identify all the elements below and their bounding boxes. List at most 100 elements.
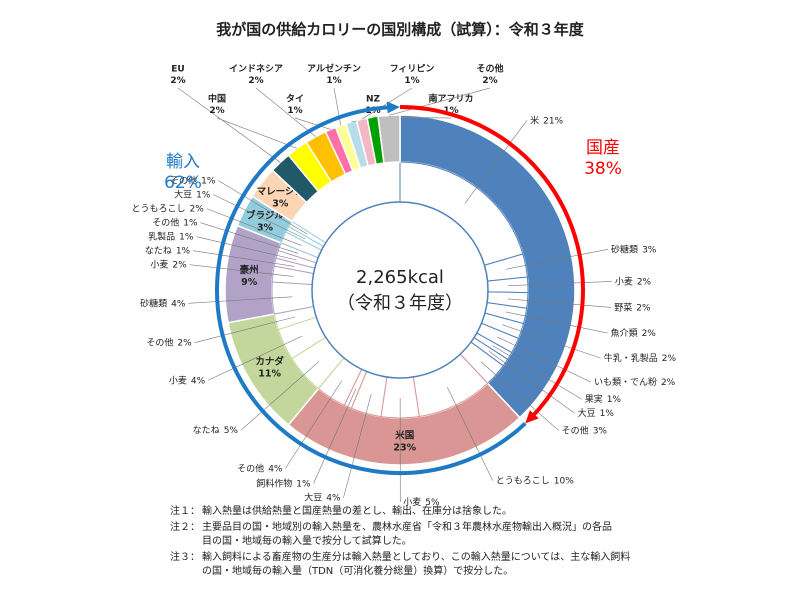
item-value: 3% <box>642 245 657 255</box>
item-value: 21% <box>543 116 563 126</box>
item-value: 2% <box>172 260 187 270</box>
item-name: その他 <box>237 462 264 474</box>
leader-line <box>502 324 601 359</box>
leader-line <box>492 345 582 400</box>
leader-line <box>177 87 281 163</box>
item-value: 1% <box>183 218 198 228</box>
center-text: （令和３年度） <box>337 293 463 314</box>
item-name: なたね <box>193 425 220 436</box>
item-name: 米 <box>530 114 539 126</box>
item-name: その他 <box>170 174 197 186</box>
item-label: とうもろこし 2% <box>131 203 204 214</box>
country-label-value: 1% <box>443 105 458 115</box>
country-label-name: ブラジル <box>246 209 284 221</box>
country-label-name: NZ <box>366 94 381 104</box>
leader-line <box>361 87 413 120</box>
note-text: 輸入熱量は供給熱量と国産熱量の差とし、輸出、在庫分は捨象した。 <box>202 504 512 517</box>
item-label: 飼料作物 1% <box>256 477 311 489</box>
item-label: 米 21% <box>530 114 563 126</box>
item-label: 砂糖類 3% <box>611 243 657 255</box>
item-value: 1% <box>196 190 211 200</box>
item-label: 大豆 1% <box>578 407 615 419</box>
item-value: 2% <box>661 378 676 388</box>
item-label: 小麦 2% <box>150 258 187 270</box>
leader-line <box>216 117 298 149</box>
item-label: 大豆 4% <box>304 491 341 503</box>
item-name: 小麦 <box>169 374 187 386</box>
leader-line <box>388 87 491 116</box>
item-name: 魚介類 <box>611 327 638 339</box>
item-name: その他 <box>146 336 173 348</box>
leader-line <box>505 311 608 334</box>
item-label: なたね 5% <box>193 425 239 436</box>
item-name: 砂糖類 <box>611 243 638 255</box>
item-value: 1% <box>607 395 622 405</box>
country-label: アルゼンチン 1% <box>307 62 361 85</box>
leader-line <box>196 236 297 261</box>
country-label-name: 南アフリカ <box>428 92 473 104</box>
item-value: 5% <box>425 497 440 507</box>
item-value: 5% <box>224 426 239 436</box>
leader-line <box>255 87 316 137</box>
item-label: その他 1% <box>170 174 216 186</box>
country-label-value: 2% <box>209 105 224 115</box>
leader-line <box>480 361 559 431</box>
item-name: その他 <box>152 216 179 228</box>
country-label-value: 11% <box>258 368 281 379</box>
item-label: 小麦 2% <box>615 275 652 287</box>
country-label: フィリピン 1% <box>390 62 435 85</box>
item-label: その他 2% <box>146 336 192 348</box>
item-name: 小麦 <box>150 258 168 270</box>
note-text: 目の国・地域毎の輸入量で按分して試算した。 <box>202 534 412 547</box>
country-label: 米国 23% <box>393 429 416 453</box>
leader-line <box>213 194 306 239</box>
item-value: 4% <box>268 464 283 474</box>
group-label: 輸入 62% <box>164 152 202 193</box>
item-name: 牛乳・乳製品 <box>604 352 658 364</box>
item-value: 1% <box>179 232 194 242</box>
leader-line <box>240 361 320 431</box>
item-label: 果実 1% <box>585 393 622 405</box>
item-label: 魚介類 2% <box>611 327 657 339</box>
country-label: EU 2% <box>170 64 185 85</box>
leader-line <box>285 380 342 469</box>
item-label: なたね 1% <box>145 245 191 256</box>
country-label-name: 中国 <box>208 92 226 104</box>
item-name: 飼料作物 <box>256 477 292 489</box>
country-label-name: カナダ <box>255 355 284 367</box>
country-label: その他 2% <box>476 62 503 85</box>
item-value: 2% <box>642 329 657 339</box>
leader-line <box>488 350 575 414</box>
item-label: その他 3% <box>562 424 608 436</box>
item-label: とうもろこし 10% <box>496 475 574 486</box>
arrow-head <box>386 101 400 114</box>
leader-line <box>200 222 299 254</box>
country-label-name: マレーシア <box>257 186 305 197</box>
chart-title: 我が国の供給カロリーの国別構成（試算）：令和３年度 <box>216 21 585 39</box>
item-label: 大豆 1% <box>174 188 211 200</box>
item-name: その他 <box>562 424 589 436</box>
leader-line <box>507 298 612 308</box>
item-value: 1% <box>176 246 191 256</box>
item-name: なたね <box>145 245 172 256</box>
leader-line <box>194 316 296 344</box>
item-value: 2% <box>177 338 192 348</box>
item-value: 2% <box>662 354 677 364</box>
country-label-value: 2% <box>170 75 185 85</box>
group-label-value: 62% <box>164 173 202 193</box>
leader-line <box>208 335 303 381</box>
item-name: とうもろこし <box>496 475 550 486</box>
item-label: いも類・でん粉 2% <box>594 376 676 388</box>
country-label: インドネシア 2% <box>229 63 283 85</box>
item-name: 小麦 <box>615 275 633 287</box>
item-name: 野菜 <box>614 301 632 313</box>
item-label: 牛乳・乳製品 2% <box>604 352 677 364</box>
note-label: 注３： <box>170 550 200 563</box>
center-text: 2,265kcal <box>356 267 444 288</box>
group-label-name: 国産 <box>586 138 620 158</box>
item-value: 3% <box>593 426 608 436</box>
item-value: 10% <box>554 476 574 486</box>
item-label: 小麦 5% <box>403 495 440 507</box>
item-label: 小麦 4% <box>169 374 206 386</box>
